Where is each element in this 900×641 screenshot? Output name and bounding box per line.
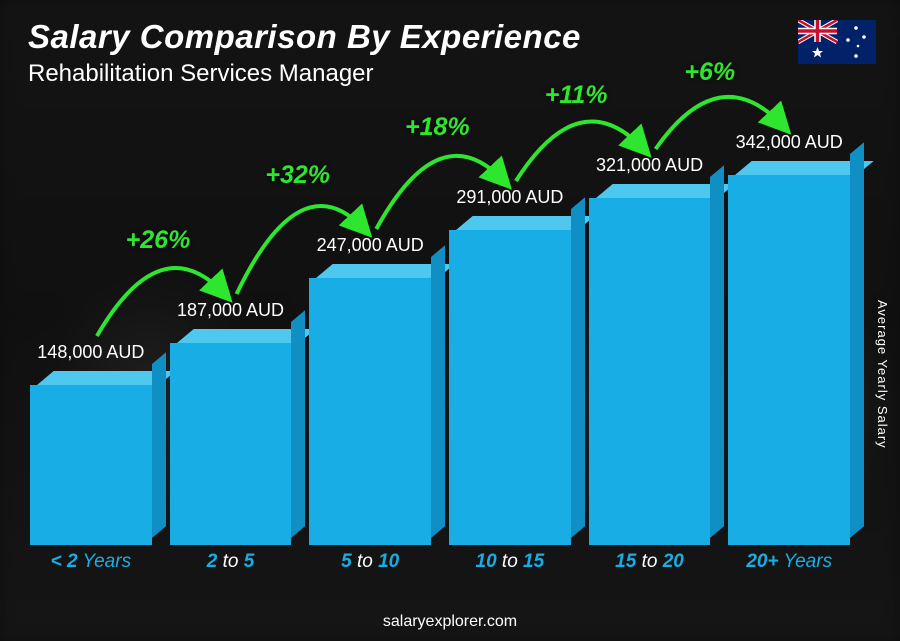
bar-1: 187,000 AUD bbox=[170, 300, 292, 545]
bar-value-label: 291,000 AUD bbox=[456, 187, 563, 208]
chart-title: Salary Comparison By Experience bbox=[28, 18, 790, 56]
australia-flag-icon bbox=[798, 20, 876, 64]
bar-front-face bbox=[30, 385, 152, 545]
bar-front-face bbox=[309, 278, 431, 545]
footer-attribution: salaryexplorer.com bbox=[0, 613, 900, 631]
bar-side-face bbox=[291, 310, 305, 538]
bar-front-face bbox=[449, 230, 571, 545]
chart-container: Salary Comparison By Experience Rehabili… bbox=[0, 0, 900, 641]
bar-front-face bbox=[589, 198, 711, 545]
bar-2: 247,000 AUD bbox=[309, 235, 431, 545]
bar-value-label: 247,000 AUD bbox=[317, 235, 424, 256]
bar-shape bbox=[309, 264, 431, 545]
bar-side-face bbox=[152, 352, 166, 538]
bar-shape bbox=[449, 216, 571, 545]
bar-4: 321,000 AUD bbox=[589, 155, 711, 545]
y-axis-label: Average Yearly Salary bbox=[875, 300, 890, 449]
bar-side-face bbox=[710, 165, 724, 538]
xaxis-label-4: 15 to 20 bbox=[589, 551, 711, 581]
bar-front-face bbox=[728, 175, 850, 545]
bar-shape bbox=[170, 329, 292, 545]
header: Salary Comparison By Experience Rehabili… bbox=[28, 18, 790, 88]
bar-side-face bbox=[850, 142, 864, 538]
bar-shape bbox=[30, 371, 152, 545]
bar-value-label: 342,000 AUD bbox=[736, 132, 843, 153]
bar-shape bbox=[589, 184, 711, 545]
bar-0: 148,000 AUD bbox=[30, 342, 152, 545]
bar-shape bbox=[728, 161, 850, 545]
xaxis-label-2: 5 to 10 bbox=[309, 551, 431, 581]
bar-value-label: 187,000 AUD bbox=[177, 300, 284, 321]
x-axis: < 2 Years 2 to 5 5 to 10 10 to 15 15 to 20 20… bbox=[30, 551, 850, 581]
xaxis-label-5: 20+ Years bbox=[728, 551, 850, 581]
bar-side-face bbox=[431, 245, 445, 538]
bar-value-label: 148,000 AUD bbox=[37, 342, 144, 363]
bar-5: 342,000 AUD bbox=[728, 132, 850, 545]
xaxis-label-1: 2 to 5 bbox=[170, 551, 292, 581]
bar-front-face bbox=[170, 343, 292, 545]
bar-side-face bbox=[571, 197, 585, 538]
bars-row: 148,000 AUD 187,000 AUD 247,000 AUD 291,000… bbox=[30, 91, 850, 545]
chart-subtitle: Rehabilitation Services Manager bbox=[28, 60, 790, 88]
bar-value-label: 321,000 AUD bbox=[596, 155, 703, 176]
bar-3: 291,000 AUD bbox=[449, 187, 571, 545]
xaxis-label-0: < 2 Years bbox=[30, 551, 152, 581]
xaxis-label-3: 10 to 15 bbox=[449, 551, 571, 581]
bar-chart: 148,000 AUD 187,000 AUD 247,000 AUD 291,000… bbox=[30, 91, 850, 581]
